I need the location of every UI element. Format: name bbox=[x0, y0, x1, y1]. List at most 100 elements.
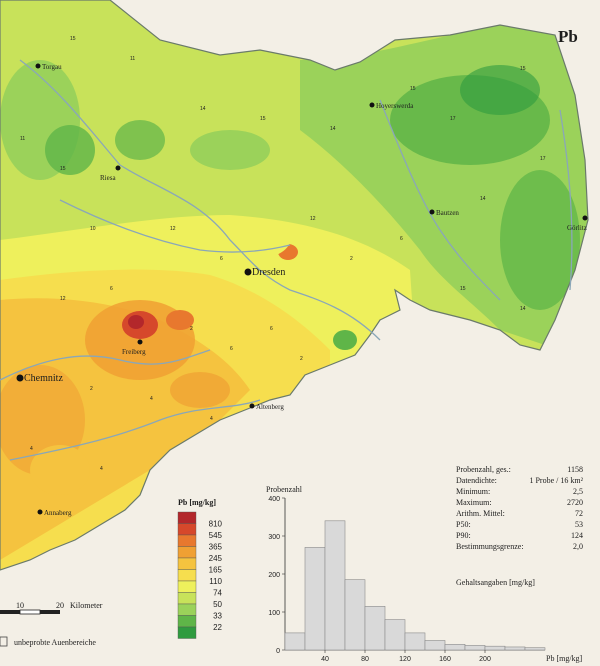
isoline-label: 15 bbox=[60, 166, 66, 172]
isoline-label: 15 bbox=[410, 86, 416, 92]
stats-label: Maximum: bbox=[456, 498, 492, 507]
city-torgau: Torgau bbox=[35, 63, 62, 71]
histogram-bar bbox=[424, 640, 446, 651]
city-grlitz: Görlitz bbox=[567, 215, 588, 232]
city-label: Freiberg bbox=[122, 348, 146, 356]
isoline-label: 14 bbox=[200, 106, 206, 112]
isoline-label: 15 bbox=[520, 66, 526, 72]
histogram-bar bbox=[464, 645, 486, 651]
histogram-bar bbox=[284, 632, 306, 651]
isoline-label: 6 bbox=[230, 346, 233, 352]
stats-value: 2720 bbox=[567, 498, 583, 507]
stats-label: Datendichte: bbox=[456, 476, 497, 485]
stats-row: Probenzahl, ges.: 1158 bbox=[456, 465, 583, 474]
stats-label: P90: bbox=[456, 531, 471, 540]
city-chemnitz: Chemnitz bbox=[16, 373, 63, 384]
legend-label: 365 bbox=[209, 543, 223, 552]
scale-tick-10: 10 bbox=[16, 601, 24, 610]
legend-swatch bbox=[177, 626, 197, 639]
isoline-label: 15 bbox=[70, 36, 76, 42]
stats-label: Arithm. Mittel: bbox=[456, 509, 505, 518]
city-label: Hoyerswerda bbox=[376, 102, 414, 110]
legend-swatch bbox=[177, 580, 197, 593]
y-tick-label: 0 bbox=[276, 648, 280, 655]
stats-row: Bestimmungsgrenze: 2,0 bbox=[456, 542, 583, 551]
isoline-label: 2 bbox=[300, 356, 303, 362]
city-dot bbox=[137, 339, 143, 345]
legend-label: 22 bbox=[213, 623, 222, 632]
isoline-label: 4 bbox=[210, 416, 213, 422]
city-dot bbox=[249, 403, 255, 409]
legend: Pb [mg/kg] 810 545 365 245 165 110 74 50 33 22 bbox=[177, 498, 223, 639]
x-tick-label: 40 bbox=[321, 656, 329, 663]
isoline-label: 14 bbox=[330, 126, 336, 132]
stats-value: 72 bbox=[575, 509, 583, 518]
legend-label: 33 bbox=[213, 612, 222, 621]
legend-title: Pb [mg/kg] bbox=[178, 498, 216, 507]
city-freiberg: Freiberg bbox=[122, 339, 146, 356]
city-label: Torgau bbox=[42, 63, 62, 71]
isoline-label: 6 bbox=[270, 326, 273, 332]
histogram-bar bbox=[484, 645, 506, 651]
histogram-bar bbox=[344, 579, 366, 651]
histogram-bar bbox=[324, 520, 346, 651]
scale-bar: 10 20 Kilometer bbox=[0, 601, 103, 615]
city-riesa: Riesa bbox=[100, 165, 121, 182]
stats-table: Probenzahl, ges.: 1158 Datendichte: 1 Probe… bbox=[456, 465, 584, 551]
legend-swatch bbox=[177, 523, 197, 536]
isoline-label: 17 bbox=[540, 156, 546, 162]
isoline-label: 12 bbox=[170, 226, 176, 232]
stats-label: Bestimmungsgrenze: bbox=[456, 542, 524, 551]
isoline-label: 2 bbox=[190, 326, 193, 332]
rivers bbox=[0, 59, 573, 461]
unsampled-note: unbeprobte Auenbereiche bbox=[14, 638, 96, 647]
x-tick-label: 80 bbox=[361, 656, 369, 663]
stats-row: P90: 124 bbox=[456, 531, 583, 540]
city-dot bbox=[244, 268, 252, 276]
stats-label: Probenzahl, ges.: bbox=[456, 465, 511, 474]
stats-label: Minimum: bbox=[456, 487, 490, 496]
city-label: Görlitz bbox=[567, 224, 587, 232]
city-dot bbox=[37, 509, 43, 515]
legend-label: 245 bbox=[209, 554, 223, 563]
histogram-bar bbox=[524, 647, 546, 651]
stats-label: P50: bbox=[456, 520, 471, 529]
city-label: Chemnitz bbox=[24, 373, 63, 384]
stats-row: Arithm. Mittel: 72 bbox=[456, 509, 583, 518]
stats-row: P50: 53 bbox=[456, 520, 583, 529]
histogram: Probenzahl 0 100 200 300 400 40 80 120 160 200 Pb [… bbox=[266, 485, 583, 663]
isoline-label: 11 bbox=[130, 56, 135, 62]
y-tick-label: 200 bbox=[268, 572, 280, 579]
legend-swatch bbox=[177, 615, 197, 628]
city-markers: Torgau Hoyerswerda Riesa Bautzen Görlitz Dres… bbox=[16, 63, 588, 517]
isoline-label: 12 bbox=[310, 216, 316, 222]
stats-footnote: Gehaltsangaben [mg/kg] bbox=[456, 578, 535, 587]
stats-value: 2,0 bbox=[573, 542, 583, 551]
isoline-label: 10 bbox=[90, 226, 96, 232]
histogram-bar bbox=[404, 632, 426, 651]
y-axis-label: Probenzahl bbox=[266, 485, 303, 494]
stats-value: 1 Probe / 16 km² bbox=[529, 476, 583, 485]
x-tick-label: 120 bbox=[399, 656, 411, 663]
isoline-label: 4 bbox=[100, 466, 103, 472]
x-tick-label: 160 bbox=[439, 656, 451, 663]
legend-swatch bbox=[177, 569, 197, 582]
isoline-label: 6 bbox=[220, 256, 223, 262]
isoline-label: 14 bbox=[480, 196, 486, 202]
y-tick-label: 400 bbox=[268, 496, 280, 503]
unsampled-swatch bbox=[0, 636, 8, 647]
city-dot bbox=[35, 63, 41, 69]
isoline-label: 15 bbox=[260, 116, 266, 122]
isoline-label: 17 bbox=[450, 116, 456, 122]
scale-tick-20: 20 bbox=[56, 601, 64, 610]
legend-swatch bbox=[177, 592, 197, 605]
x-axis-label: Pb [mg/kg] bbox=[546, 654, 583, 663]
city-bautzen: Bautzen bbox=[429, 209, 459, 217]
stats-value: 53 bbox=[575, 520, 583, 529]
isoline-label: 2 bbox=[350, 256, 353, 262]
city-dot bbox=[429, 209, 435, 215]
stats-value: 2,5 bbox=[573, 487, 583, 496]
legend-swatch bbox=[177, 546, 197, 559]
